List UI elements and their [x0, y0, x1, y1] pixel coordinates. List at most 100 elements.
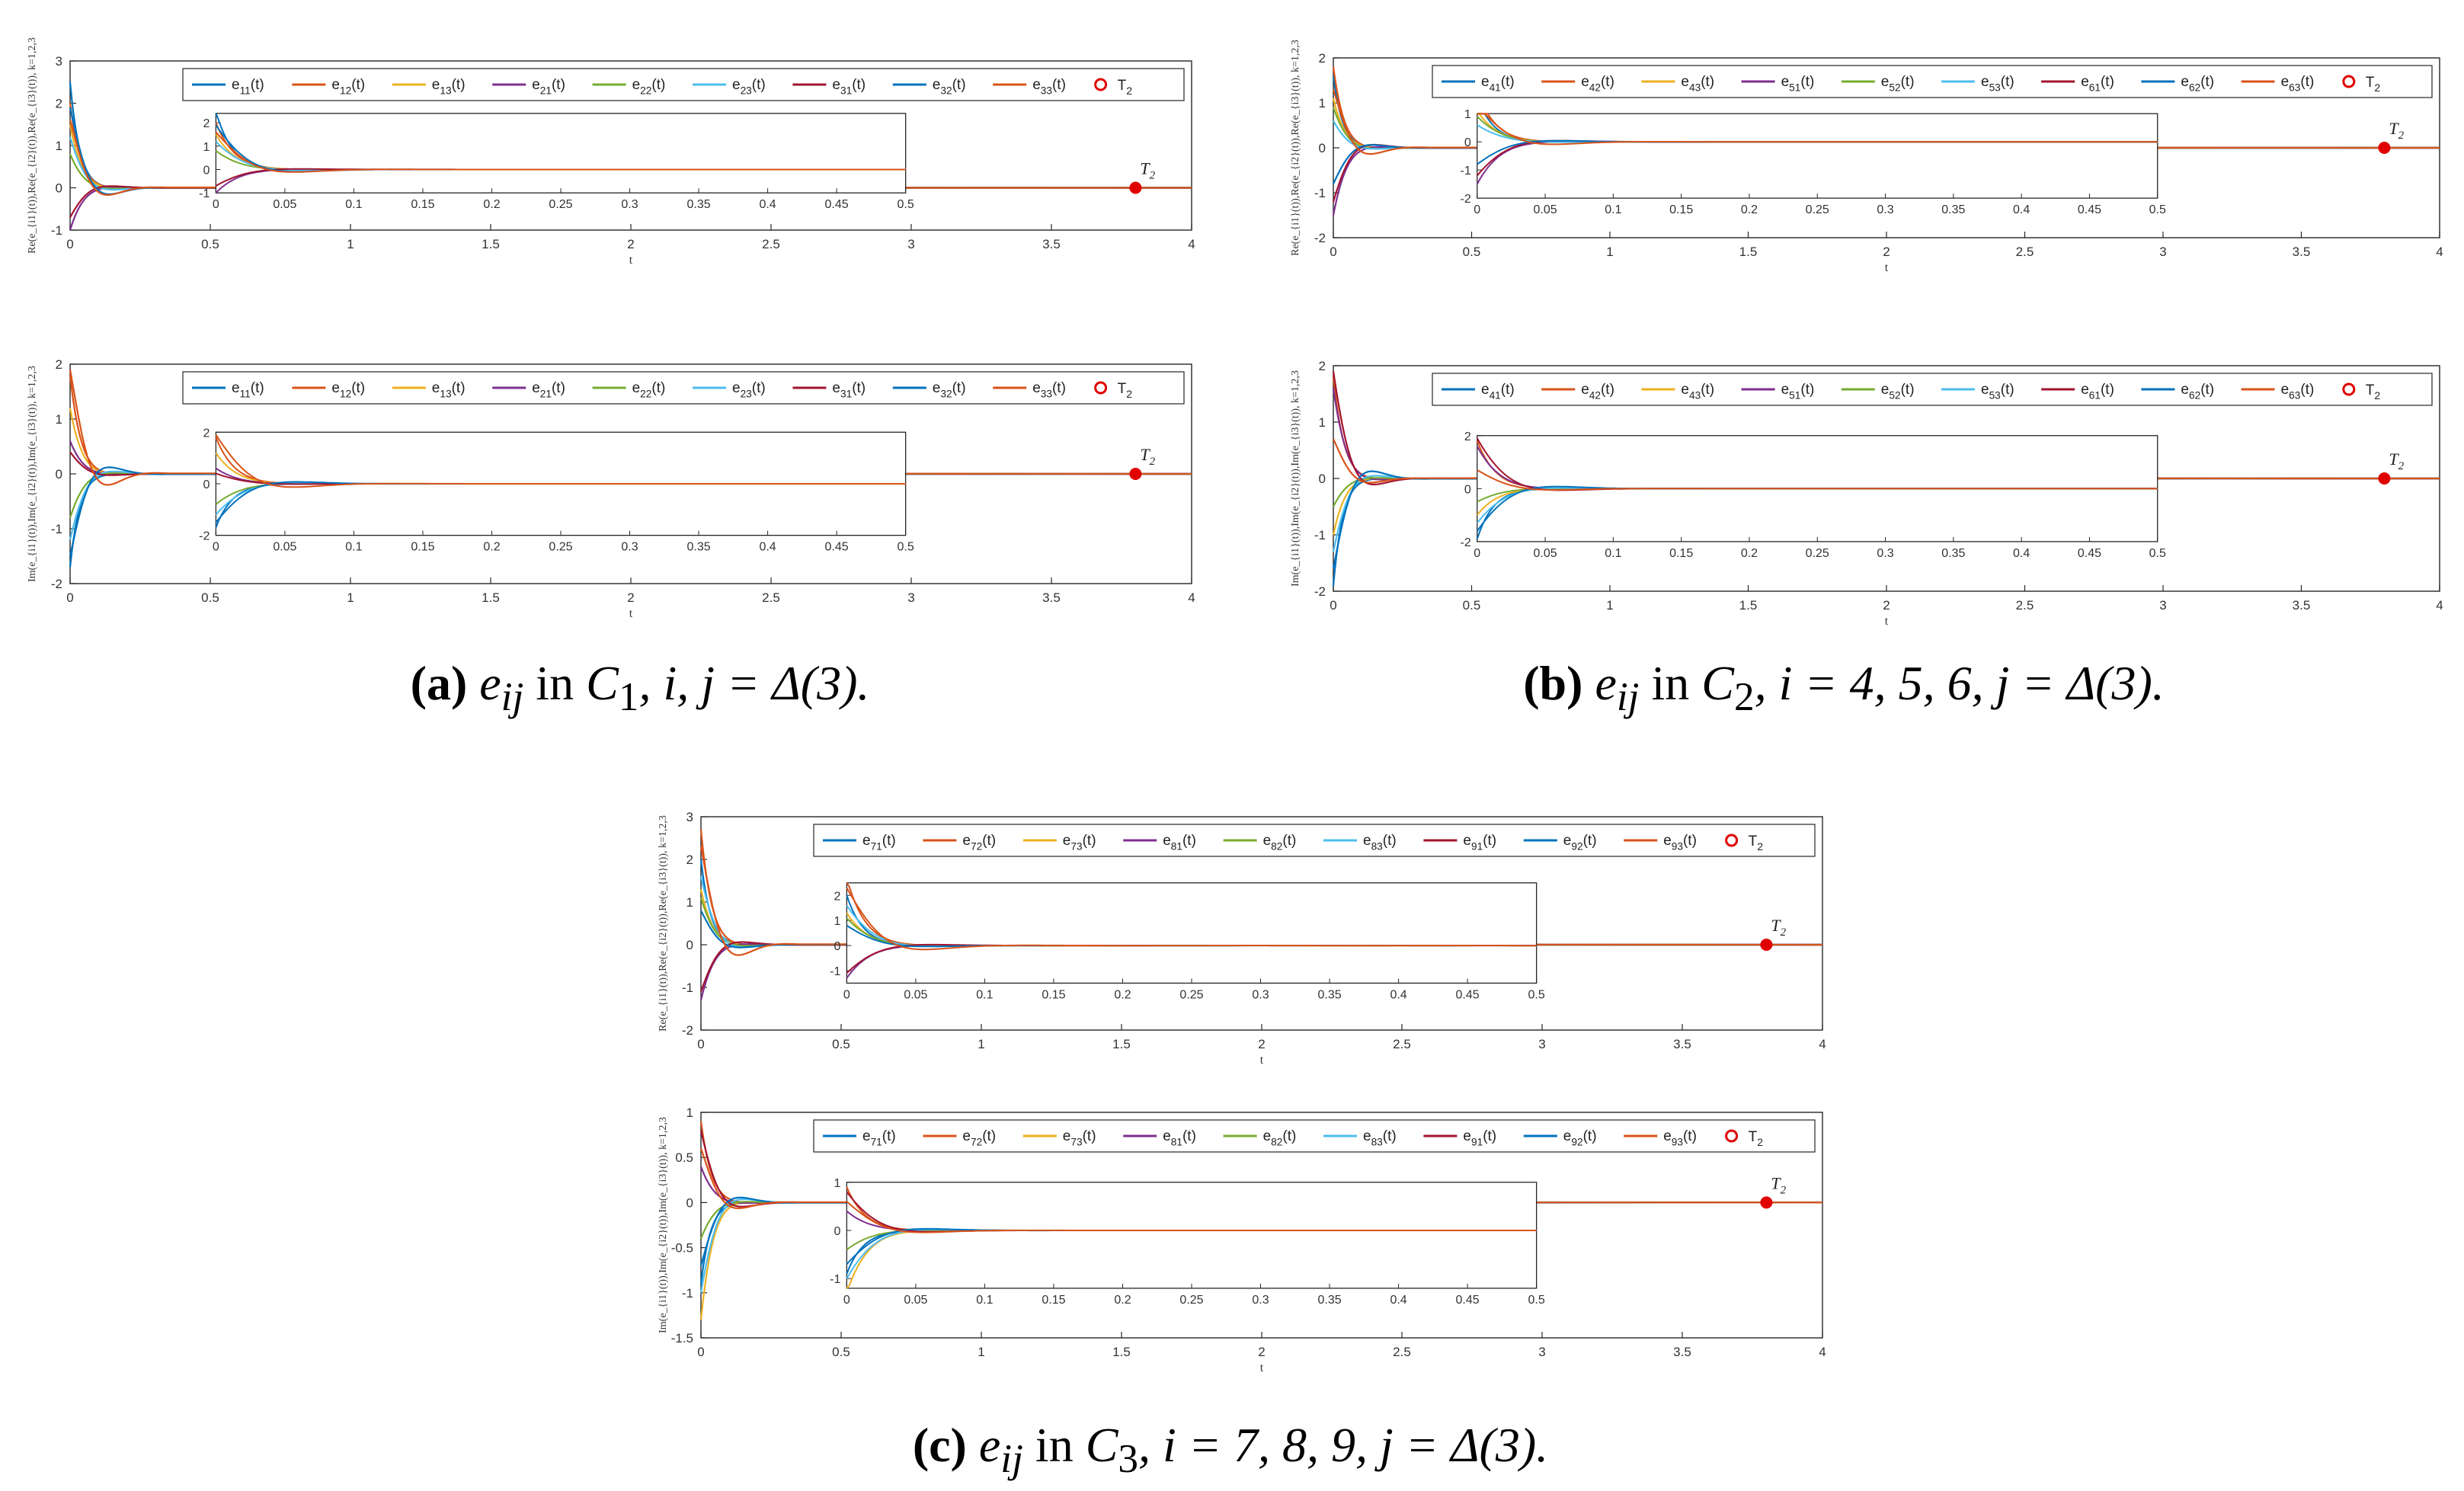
legend-label-t2: T2: [1749, 1129, 1764, 1148]
legend-label-41: e41(t): [1481, 74, 1515, 94]
inset-a-bot: 0 0.05 0.1 0.15 0.2 0.25 0.3 0.35 0.4 0.45 0.5-202: [199, 427, 914, 553]
y-tick-label: 2: [686, 853, 693, 867]
inset-x-tick-label: 0.1: [345, 198, 362, 211]
inset-x-tick-label: 0.2: [1741, 203, 1758, 216]
legend-label-12: e12(t): [331, 380, 365, 400]
x-tick-label: 3.5: [1673, 1345, 1691, 1359]
y-tick-label: 1: [686, 895, 693, 910]
inset-x-tick-label: 0.45: [825, 541, 849, 554]
x-tick-label: 4: [1188, 237, 1195, 251]
legend-label-t2: T2: [1749, 833, 1764, 853]
legend-label-21: e21(t): [532, 77, 565, 97]
legend-label-53: e53(t): [1981, 74, 2014, 94]
x-tick-label: 2.5: [762, 237, 780, 251]
legend-marker-t2: [2342, 382, 2356, 396]
inset-x-tick-label: 0.3: [621, 198, 638, 211]
x-tick-label: 1: [347, 237, 354, 251]
x-tick-label: 1.5: [1739, 245, 1758, 259]
legend-label-91: e91(t): [1463, 1128, 1496, 1148]
marker-t2-label: T2: [1140, 445, 1155, 468]
x-tick-label: 3.5: [1042, 237, 1061, 251]
inset-x-tick-label: 0.45: [825, 198, 849, 211]
x-tick-label: 0: [697, 1345, 704, 1359]
inset-x-tick-label: 0.5: [2149, 547, 2166, 560]
inset-x-tick-label: 0.2: [1741, 547, 1758, 560]
chart-a-bot: 0 0.5 1 1.5 2 2.5 3 3.5 4 t -2 -1 0 1 2 Im(e_{i1}(t)),I…: [27, 357, 1195, 620]
inset-x-tick-label: 0.35: [686, 198, 710, 211]
marker-t2: [1129, 468, 1142, 480]
y-tick-label: 0: [1319, 472, 1326, 486]
legend-label-42: e42(t): [1581, 74, 1614, 94]
x-tick-label: 4: [1819, 1345, 1826, 1359]
inset-x-tick-label: 0.35: [1941, 547, 1965, 560]
inset-x-tick-label: 0.3: [1877, 547, 1893, 560]
marker-t2: [1760, 939, 1773, 951]
inset-x-tick-label: 0.35: [686, 541, 710, 554]
inset-x-tick-label: 0.15: [1669, 547, 1693, 560]
legend-label-11: e11(t): [232, 77, 264, 97]
inset-x-tick-label: 0.45: [2078, 547, 2101, 560]
legend-label-12: e12(t): [331, 77, 365, 97]
inset-series-line-93: [846, 1201, 1537, 1233]
inset-x-tick-label: 0: [1474, 203, 1480, 216]
caption-c: (c) eij in C3, i = 7, 8, 9, j = Δ(3).: [912, 1418, 1549, 1481]
inset-x-tick-label: 0.35: [1317, 1294, 1341, 1307]
inset-y-tick-label: 0: [834, 940, 840, 953]
inset-y-tick-label: 0: [1464, 136, 1471, 149]
x-tick-label: 1: [978, 1037, 984, 1051]
inset-x-tick-label: 0.15: [1042, 1294, 1065, 1307]
y-tick-label: 1: [686, 1105, 693, 1120]
inset-c-top: 0 0.05 0.1 0.15 0.2 0.25 0.3 0.35 0.4 0.45 0.5-101…: [830, 882, 1545, 1001]
y-axis-label: Re(e_{i1}(t)),Re(e_{i2}(t)),Re(e_{i3}(t)…: [27, 37, 38, 254]
x-tick-label: 0: [697, 1037, 704, 1051]
x-tick-label: 3.5: [2293, 598, 2311, 613]
x-tick-label: 3.5: [1042, 590, 1061, 605]
y-tick-label: -1: [51, 522, 62, 536]
inset-frame: [846, 1182, 1538, 1289]
marker-t2-label: T2: [1771, 1173, 1786, 1196]
legend-label-61: e61(t): [2081, 382, 2114, 402]
inset-y-tick-label: 0: [834, 1225, 840, 1238]
x-tick-label: 1: [1606, 598, 1613, 613]
x-axis-label: t: [1885, 261, 1889, 274]
x-tick-label: 1.5: [482, 237, 500, 251]
y-axis-label: Re(e_{i1}(t)),Re(e_{i2}(t)),Re(e_{i3}(t)…: [658, 815, 669, 1032]
inset-x-tick-label: 0: [213, 541, 219, 554]
caption-b: (b) eij in C2, i = 4, 5, 6, j = Δ(3).: [1523, 656, 2165, 719]
y-tick-label: -2: [682, 1023, 693, 1038]
series-line-63: [1332, 88, 2440, 155]
y-tick-label: 3: [686, 810, 693, 824]
marker-t2-label: T2: [2389, 450, 2404, 472]
legend-label-82: e82(t): [1263, 833, 1297, 853]
legend-label-71: e71(t): [862, 1128, 896, 1148]
inset-b-bot: 0 0.05 0.1 0.15 0.2 0.25 0.3 0.35 0.4 0.45 0.5-202: [1461, 430, 2166, 560]
y-tick-label: 0.5: [675, 1150, 693, 1165]
y-tick-label: -2: [51, 577, 62, 591]
inset-x-tick-label: 0.15: [1042, 988, 1065, 1001]
inset-x-tick-label: 0: [843, 1294, 850, 1307]
x-tick-label: 2.5: [1393, 1345, 1411, 1359]
series-line-93: [699, 846, 1823, 956]
legend-label-73: e73(t): [1063, 833, 1096, 853]
y-axis-label: Im(e_{i1}(t)),Im(e_{i2}(t)),Im(e_{i3}(t)…: [658, 1117, 669, 1333]
legend-label-81: e81(t): [1163, 1128, 1196, 1148]
legend-label-33: e33(t): [1032, 77, 1066, 97]
y-axis-label: Im(e_{i1}(t)),Im(e_{i2}(t)),Im(e_{i3}(t)…: [1290, 370, 1301, 587]
legend-label-43: e43(t): [1681, 382, 1714, 402]
x-tick-label: 0.5: [201, 237, 219, 251]
y-tick-label: 1: [1319, 415, 1326, 430]
inset-x-tick-label: 0.5: [898, 198, 914, 211]
inset-x-tick-label: 0.05: [904, 1294, 927, 1307]
inset-x-tick-label: 0.4: [1390, 1294, 1406, 1307]
y-tick-label: 1: [56, 412, 62, 427]
inset-x-tick-label: 0.1: [1605, 547, 1621, 560]
legend-label-83: e83(t): [1363, 1128, 1397, 1148]
marker-t2: [2378, 472, 2391, 485]
legend-label-13: e13(t): [432, 380, 466, 400]
legend-label-t2: T2: [2366, 382, 2381, 402]
inset-x-tick-label: 0.1: [1605, 203, 1621, 216]
chart-a-top: 0 0.5 1 1.5 2 2.5 3 3.5 4t-10123Re(e_{i1}(t)),Re…: [27, 37, 1195, 267]
x-tick-label: 0: [1330, 598, 1336, 613]
inset-series-line-93: [846, 887, 1537, 951]
